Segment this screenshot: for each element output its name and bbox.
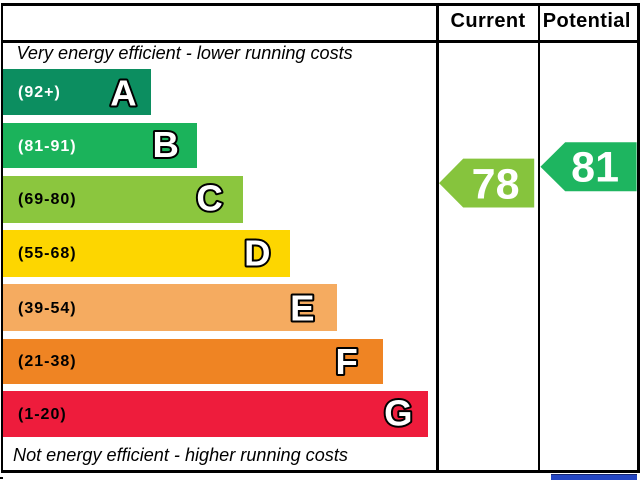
svg-text:B: B	[152, 124, 178, 165]
svg-text:E: E	[290, 287, 314, 328]
svg-text:A: A	[110, 72, 136, 113]
svg-text:F: F	[336, 341, 358, 382]
svg-text:78: 78	[472, 161, 520, 209]
svg-text:C: C	[196, 177, 222, 218]
svg-text:G: G	[384, 392, 412, 433]
svg-text:81: 81	[571, 144, 619, 192]
svg-text:D: D	[244, 232, 270, 273]
